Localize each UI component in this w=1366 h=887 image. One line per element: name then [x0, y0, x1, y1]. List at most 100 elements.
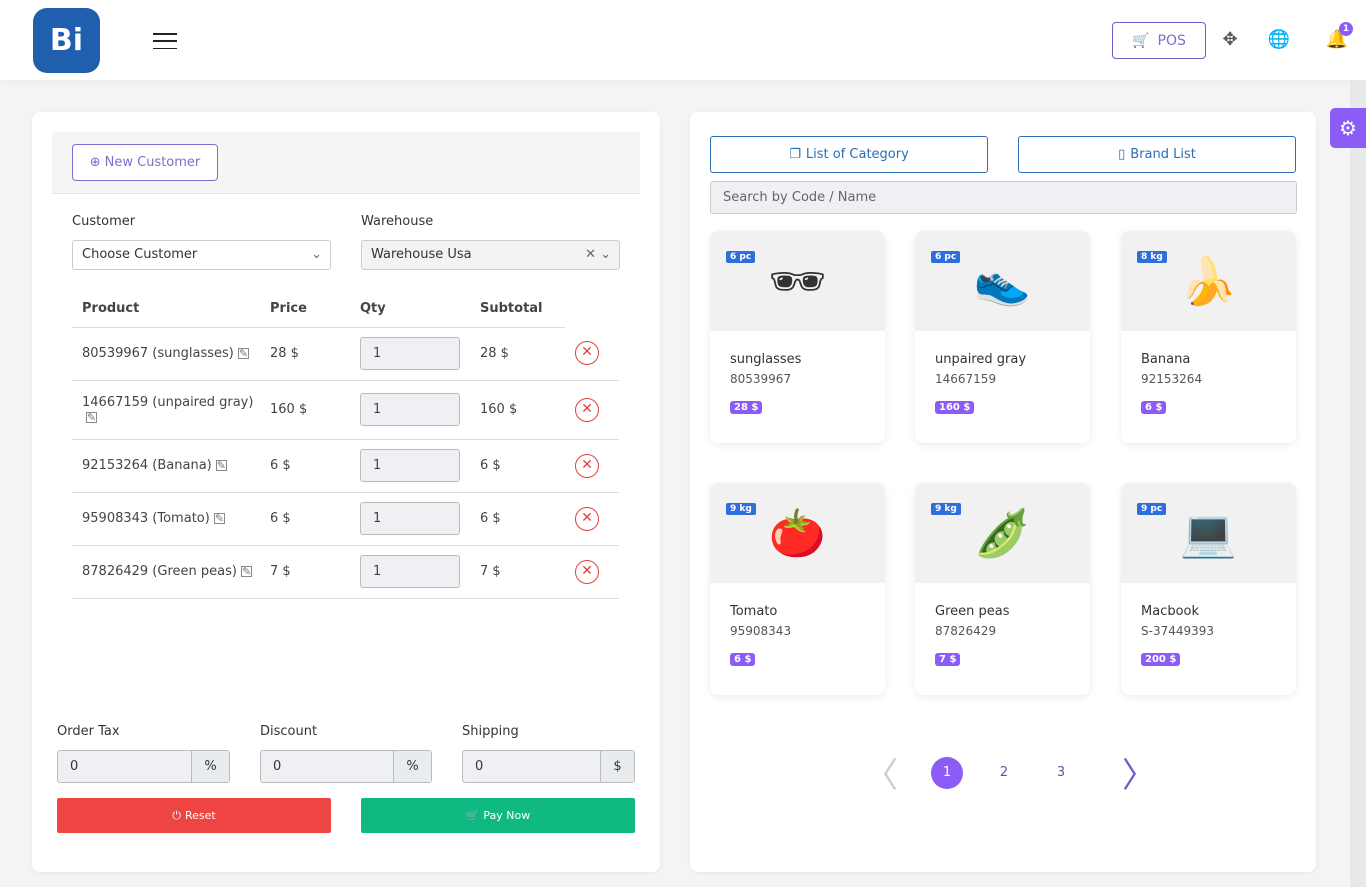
- remove-item-icon[interactable]: ✕: [575, 397, 599, 422]
- shipping-unit: $: [600, 751, 634, 782]
- stock-badge: 6 pc: [726, 251, 756, 263]
- stock-badge: 9 kg: [931, 503, 961, 515]
- brand-list-button[interactable]: ▯ Brand List: [1018, 136, 1296, 173]
- product-name: 95908343 (Tomato): [82, 511, 210, 526]
- stock-badge: 9 kg: [726, 503, 756, 515]
- new-customer-button[interactable]: ⊕ New Customer: [72, 144, 218, 181]
- cart-row: 95908343 (Tomato) ✎ 6 $ 1 6 $ ✕: [72, 492, 619, 546]
- category-label: List of Category: [805, 147, 909, 162]
- order-tax-label: Order Tax: [57, 724, 120, 739]
- cart-toolbar: ⊕ New Customer: [52, 132, 640, 194]
- product-name: Tomato: [730, 604, 778, 619]
- product-code: 95908343: [730, 624, 792, 638]
- order-tax-value: 0: [70, 759, 79, 774]
- globe-icon[interactable]: 🌐: [1267, 29, 1291, 50]
- price-cell: 160 $: [260, 380, 350, 440]
- product-image: 🫛 9 kg: [915, 483, 1090, 583]
- qty-input[interactable]: 1: [360, 393, 460, 426]
- discount-unit: %: [393, 751, 431, 782]
- qty-input[interactable]: 1: [360, 337, 460, 370]
- remove-item-icon[interactable]: ✕: [575, 453, 599, 478]
- stock-badge: 9 pc: [1137, 503, 1167, 515]
- product-code: 80539967: [730, 372, 792, 386]
- book-icon: ▯: [1118, 147, 1126, 162]
- customer-select[interactable]: Choose Customer ⌄: [72, 240, 331, 270]
- warehouse-select[interactable]: Warehouse Usa ✕ ⌄: [361, 240, 620, 270]
- product-card[interactable]: 💻 9 pc Macbook S-37449393 200 $: [1121, 483, 1296, 695]
- cart-table: Product Price Qty Subtotal 80539967 (sun…: [72, 290, 619, 599]
- cart-row: 80539967 (sunglasses) ✎ 28 $ 1 28 $ ✕: [72, 327, 619, 381]
- qty-cell: 1: [350, 380, 470, 440]
- logo[interactable]: Bi: [33, 8, 100, 73]
- price-badge: 160 $: [935, 401, 975, 414]
- customer-label: Customer: [72, 214, 136, 229]
- edit-icon[interactable]: ✎: [215, 459, 227, 472]
- bell-icon[interactable]: 🔔 1: [1325, 22, 1353, 52]
- page-2-button[interactable]: 2: [999, 765, 1009, 780]
- pos-button[interactable]: 🛒 POS: [1112, 22, 1206, 59]
- product-image: 💻 9 pc: [1121, 483, 1296, 583]
- product-name: Macbook: [1141, 604, 1200, 619]
- product-picture-icon: 🍅: [768, 505, 827, 560]
- product-cell: 14667159 (unpaired gray)✎: [72, 380, 260, 440]
- scrollbar[interactable]: [1350, 80, 1366, 887]
- page-3-button[interactable]: 3: [1056, 765, 1066, 780]
- col-price: Price: [260, 290, 350, 328]
- product-cell: 87826429 (Green peas) ✎: [72, 545, 260, 599]
- remove-item-icon[interactable]: ✕: [575, 341, 599, 366]
- product-image: 🕶 6 pc: [710, 231, 885, 331]
- next-page-icon[interactable]: 〉: [1122, 756, 1156, 796]
- menu-toggle-icon[interactable]: [153, 33, 177, 49]
- product-card[interactable]: 👟 6 pc unpaired gray 14667159 160 $: [915, 231, 1090, 443]
- product-card[interactable]: 🫛 9 kg Green peas 87826429 7 $: [915, 483, 1090, 695]
- edit-icon[interactable]: ✎: [86, 410, 97, 424]
- remove-item-icon[interactable]: ✕: [575, 559, 599, 584]
- cart-row: 87826429 (Green peas) ✎ 7 $ 1 7 $ ✕: [72, 545, 619, 599]
- shipping-value: 0: [475, 759, 484, 774]
- qty-cell: 1: [350, 327, 470, 381]
- product-cell: 92153264 (Banana) ✎: [72, 439, 260, 493]
- order-tax-unit: %: [191, 751, 229, 782]
- discount-input[interactable]: 0%: [260, 750, 432, 783]
- warehouse-value: Warehouse Usa: [371, 247, 472, 262]
- product-name: 14667159 (unpaired gray): [82, 394, 254, 410]
- page-1-button[interactable]: 1: [931, 757, 963, 789]
- product-code: S-37449393: [1141, 624, 1215, 638]
- reset-button[interactable]: ⏻ Reset: [57, 798, 331, 833]
- edit-icon[interactable]: ✎: [240, 565, 252, 578]
- chevron-down-icon: ⌄: [311, 247, 322, 262]
- qty-input[interactable]: 1: [360, 449, 460, 482]
- col-qty: Qty: [350, 290, 470, 328]
- pay-now-label: Pay Now: [483, 809, 531, 822]
- product-search-input[interactable]: Search by Code / Name: [710, 181, 1297, 214]
- settings-gear-icon[interactable]: ⚙: [1330, 108, 1366, 148]
- remove-item-icon[interactable]: ✕: [575, 506, 599, 531]
- edit-icon[interactable]: ✎: [237, 347, 249, 360]
- prev-page-icon[interactable]: 〈: [864, 756, 898, 796]
- product-name: Banana: [1141, 352, 1191, 367]
- clear-chevron-icon[interactable]: ✕ ⌄: [585, 247, 611, 262]
- qty-input[interactable]: 1: [360, 555, 460, 588]
- list-of-category-button[interactable]: ❐ List of Category: [710, 136, 988, 173]
- col-subtotal: Subtotal: [470, 290, 565, 328]
- fullscreen-icon[interactable]: ✥: [1222, 29, 1238, 50]
- qty-cell: 1: [350, 492, 470, 546]
- product-cell: 80539967 (sunglasses) ✎: [72, 327, 260, 381]
- shipping-input[interactable]: 0 $: [462, 750, 635, 783]
- product-picture-icon: 💻: [1179, 505, 1238, 560]
- qty-input[interactable]: 1: [360, 502, 460, 535]
- action-cell: ✕: [565, 545, 619, 599]
- subtotal-cell: 6 $: [470, 439, 565, 493]
- product-code: 87826429: [935, 624, 997, 638]
- product-card[interactable]: 🕶 6 pc sunglasses 80539967 28 $: [710, 231, 885, 443]
- order-tax-input[interactable]: 0%: [57, 750, 230, 783]
- price-badge: 7 $: [935, 653, 961, 666]
- product-card[interactable]: 🍅 9 kg Tomato 95908343 6 $: [710, 483, 885, 695]
- edit-icon[interactable]: ✎: [213, 512, 225, 525]
- product-name: 87826429 (Green peas): [82, 564, 237, 579]
- action-cell: ✕: [565, 380, 619, 440]
- product-name: 80539967 (sunglasses): [82, 346, 234, 361]
- pay-now-button[interactable]: 🛒 Pay Now: [361, 798, 635, 833]
- subtotal-cell: 6 $: [470, 492, 565, 546]
- product-card[interactable]: 🍌 8 kg Banana 92153264 6 $: [1121, 231, 1296, 443]
